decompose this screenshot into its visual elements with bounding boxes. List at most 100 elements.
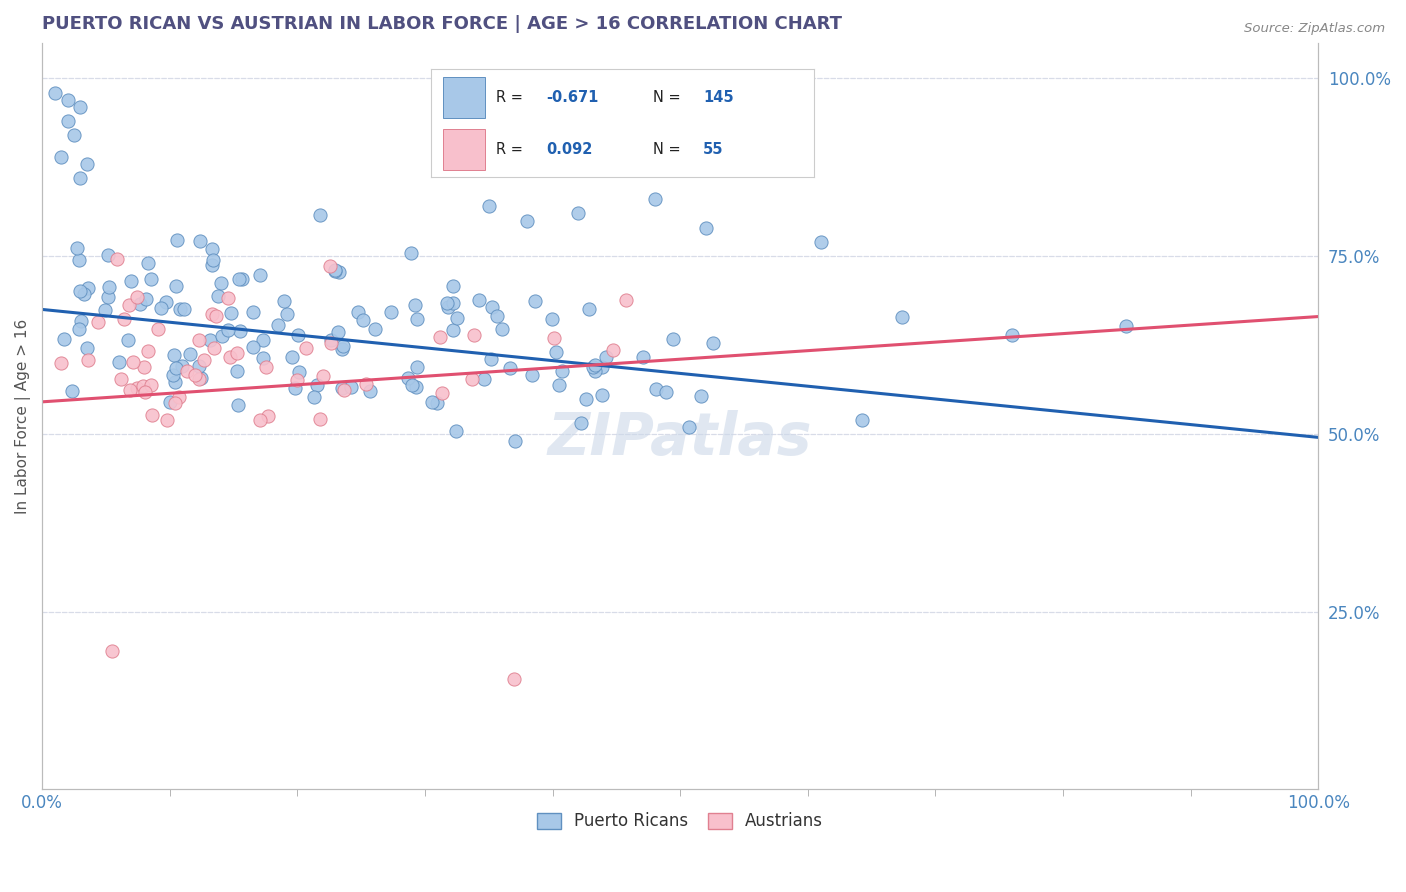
- Point: [478, 199, 501, 213]
- Point: [249, 268, 271, 283]
- Point: [53, 332, 76, 346]
- Point: [503, 672, 526, 686]
- Point: [217, 323, 239, 337]
- Point: [202, 341, 225, 355]
- Point: [138, 344, 160, 359]
- Point: [69, 100, 91, 114]
- Point: [595, 350, 617, 364]
- Point: [179, 347, 201, 361]
- Point: [319, 336, 342, 351]
- Point: [591, 359, 613, 374]
- Point: [276, 307, 298, 321]
- Point: [112, 311, 135, 326]
- Point: [76, 157, 98, 171]
- Point: [309, 208, 332, 222]
- Point: [468, 293, 491, 308]
- Point: [401, 378, 423, 392]
- Point: [101, 643, 124, 657]
- Point: [211, 329, 233, 343]
- Point: [165, 278, 187, 293]
- Point: [228, 272, 250, 286]
- Point: [155, 294, 177, 309]
- Point: [575, 392, 598, 406]
- Point: [891, 310, 914, 324]
- Point: [323, 264, 346, 278]
- Point: [226, 398, 249, 412]
- Point: [339, 380, 361, 394]
- Point: [308, 411, 330, 425]
- Point: [63, 128, 86, 143]
- Point: [165, 395, 187, 409]
- Point: [441, 324, 464, 338]
- Point: [118, 298, 141, 312]
- Point: [165, 361, 187, 376]
- Point: [256, 409, 278, 423]
- Point: [446, 311, 468, 326]
- Point: [156, 413, 179, 427]
- Point: [128, 297, 150, 311]
- Point: [118, 383, 141, 397]
- Point: [810, 235, 832, 249]
- Point: [547, 378, 569, 392]
- Point: [125, 290, 148, 304]
- Point: [404, 298, 426, 312]
- Point: [169, 302, 191, 317]
- Point: [346, 305, 368, 319]
- Point: [544, 345, 567, 359]
- Point: [396, 371, 419, 385]
- Point: [499, 360, 522, 375]
- Point: [323, 262, 346, 277]
- Point: [516, 213, 538, 227]
- Point: [295, 341, 318, 355]
- Point: [319, 333, 342, 347]
- Point: [69, 284, 91, 298]
- Point: [460, 372, 482, 386]
- Point: [162, 368, 184, 382]
- Point: [225, 346, 247, 360]
- Point: [420, 394, 443, 409]
- Point: [429, 330, 451, 344]
- Point: [231, 272, 253, 286]
- Point: [205, 309, 228, 323]
- Point: [229, 324, 252, 338]
- Point: [405, 379, 427, 393]
- Point: [305, 378, 328, 392]
- Point: [121, 355, 143, 369]
- Point: [273, 294, 295, 309]
- Point: [678, 420, 700, 434]
- Legend: Puerto Ricans, Austrians: Puerto Ricans, Austrians: [531, 805, 830, 837]
- Point: [583, 358, 606, 372]
- Point: [444, 424, 467, 438]
- Point: [285, 373, 308, 387]
- Point: [406, 360, 429, 375]
- Point: [200, 333, 222, 347]
- Point: [364, 321, 387, 335]
- Point: [209, 276, 232, 290]
- Point: [354, 376, 377, 391]
- Point: [187, 334, 209, 348]
- Text: ZIPatlas: ZIPatlas: [548, 410, 813, 467]
- Point: [56, 93, 79, 107]
- Point: [97, 290, 120, 304]
- Point: [436, 300, 458, 314]
- Text: Source: ZipAtlas.com: Source: ZipAtlas.com: [1244, 22, 1385, 36]
- Point: [166, 233, 188, 247]
- Point: [94, 302, 117, 317]
- Point: [851, 412, 873, 426]
- Point: [252, 333, 274, 347]
- Point: [69, 170, 91, 185]
- Point: [86, 315, 108, 329]
- Point: [110, 372, 132, 386]
- Point: [56, 114, 79, 128]
- Point: [173, 302, 195, 317]
- Point: [139, 272, 162, 286]
- Point: [524, 293, 547, 308]
- Point: [430, 386, 453, 401]
- Point: [491, 322, 513, 336]
- Point: [522, 368, 544, 383]
- Point: [207, 289, 229, 303]
- Point: [73, 287, 96, 301]
- Point: [139, 378, 162, 392]
- Point: [463, 328, 485, 343]
- Point: [172, 359, 194, 373]
